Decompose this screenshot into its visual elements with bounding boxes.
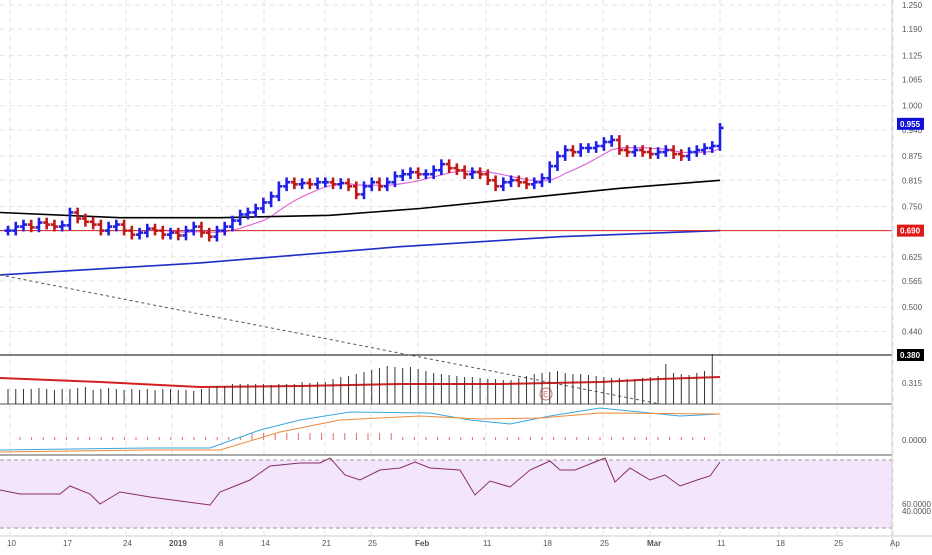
time-tick-label: Mar (647, 539, 661, 548)
price-tick-label: 1.190 (902, 25, 923, 34)
rsi-tick-label: 60.0000 (902, 500, 931, 509)
volume-bars (7, 354, 713, 404)
price-tick-label: 0.565 (902, 277, 923, 286)
time-tick-label: 14 (261, 539, 270, 548)
time-tick-label: 10 (7, 539, 16, 548)
current-price-label-bg (897, 117, 924, 130)
signal-line (0, 412, 721, 453)
price-tick-label: 0.875 (902, 152, 923, 161)
price-tick-label: 0.815 (902, 176, 923, 185)
moving-averages (0, 147, 892, 506)
price-tick-label: 0.440 (902, 327, 923, 336)
time-tick-label: 18 (776, 539, 785, 548)
time-tick-label: 11 (483, 539, 492, 548)
volume-marker-label-bg (897, 349, 924, 361)
time-tick-label: Ap (890, 539, 900, 548)
time-tick-label: 18 (543, 539, 552, 548)
time-tick-label: 24 (123, 539, 132, 548)
macd-line (0, 407, 721, 451)
time-axis: 10 17 24 2019 8 14 21 25 Feb 11 18 25 Mar 11 18 25 Ap (0, 535, 932, 548)
ma-mid-line (0, 179, 721, 219)
price-tick-label: 1.250 (902, 1, 923, 10)
price-tick-label: 1.065 (902, 76, 923, 85)
time-tick-label: 8 (219, 539, 224, 548)
price-tick-label: 0.625 (902, 253, 923, 262)
time-tick-label: 2019 (169, 539, 187, 548)
price-tick-label: 0.315 (902, 379, 923, 388)
time-tick-label: 11 (717, 539, 726, 548)
price-bars (4, 123, 724, 242)
time-tick-label: Feb (415, 539, 429, 548)
ma-slow-line (0, 229, 721, 276)
earnings-marker (539, 387, 553, 401)
grid-layer (0, 0, 894, 540)
indicator-panels: E (0, 354, 892, 529)
rsi-band (0, 460, 892, 528)
time-tick-label: 25 (600, 539, 609, 548)
price-tick-label: 1.000 (902, 102, 923, 111)
time-tick-label: 25 (368, 539, 377, 548)
support-price-label-bg (897, 224, 924, 237)
price-tick-label: 0.750 (902, 202, 923, 211)
rsi-line (0, 457, 721, 506)
time-tick-label: 25 (834, 539, 843, 548)
price-axis: 1.250 1.190 1.125 1.065 1.000 0.940 0.875 0.815… (891, 0, 931, 550)
volume-marker-label: 0.380 (900, 351, 921, 360)
price-tick-label: 1.125 (902, 51, 923, 60)
rsi-tick-label: 40.0000 (902, 507, 931, 516)
earnings-marker-label: E (543, 390, 548, 399)
price-tick-label: 0.940 (902, 126, 923, 135)
time-tick-label: 21 (322, 539, 331, 548)
current-price-label: 0.955 (900, 120, 921, 129)
support-price-label: 0.690 (900, 227, 921, 236)
volume-ma-line (0, 376, 721, 389)
price-tick-label: 0.500 (902, 303, 923, 312)
macd-tick-label: 0.0000 (902, 436, 927, 445)
time-tick-label: 17 (63, 539, 72, 548)
